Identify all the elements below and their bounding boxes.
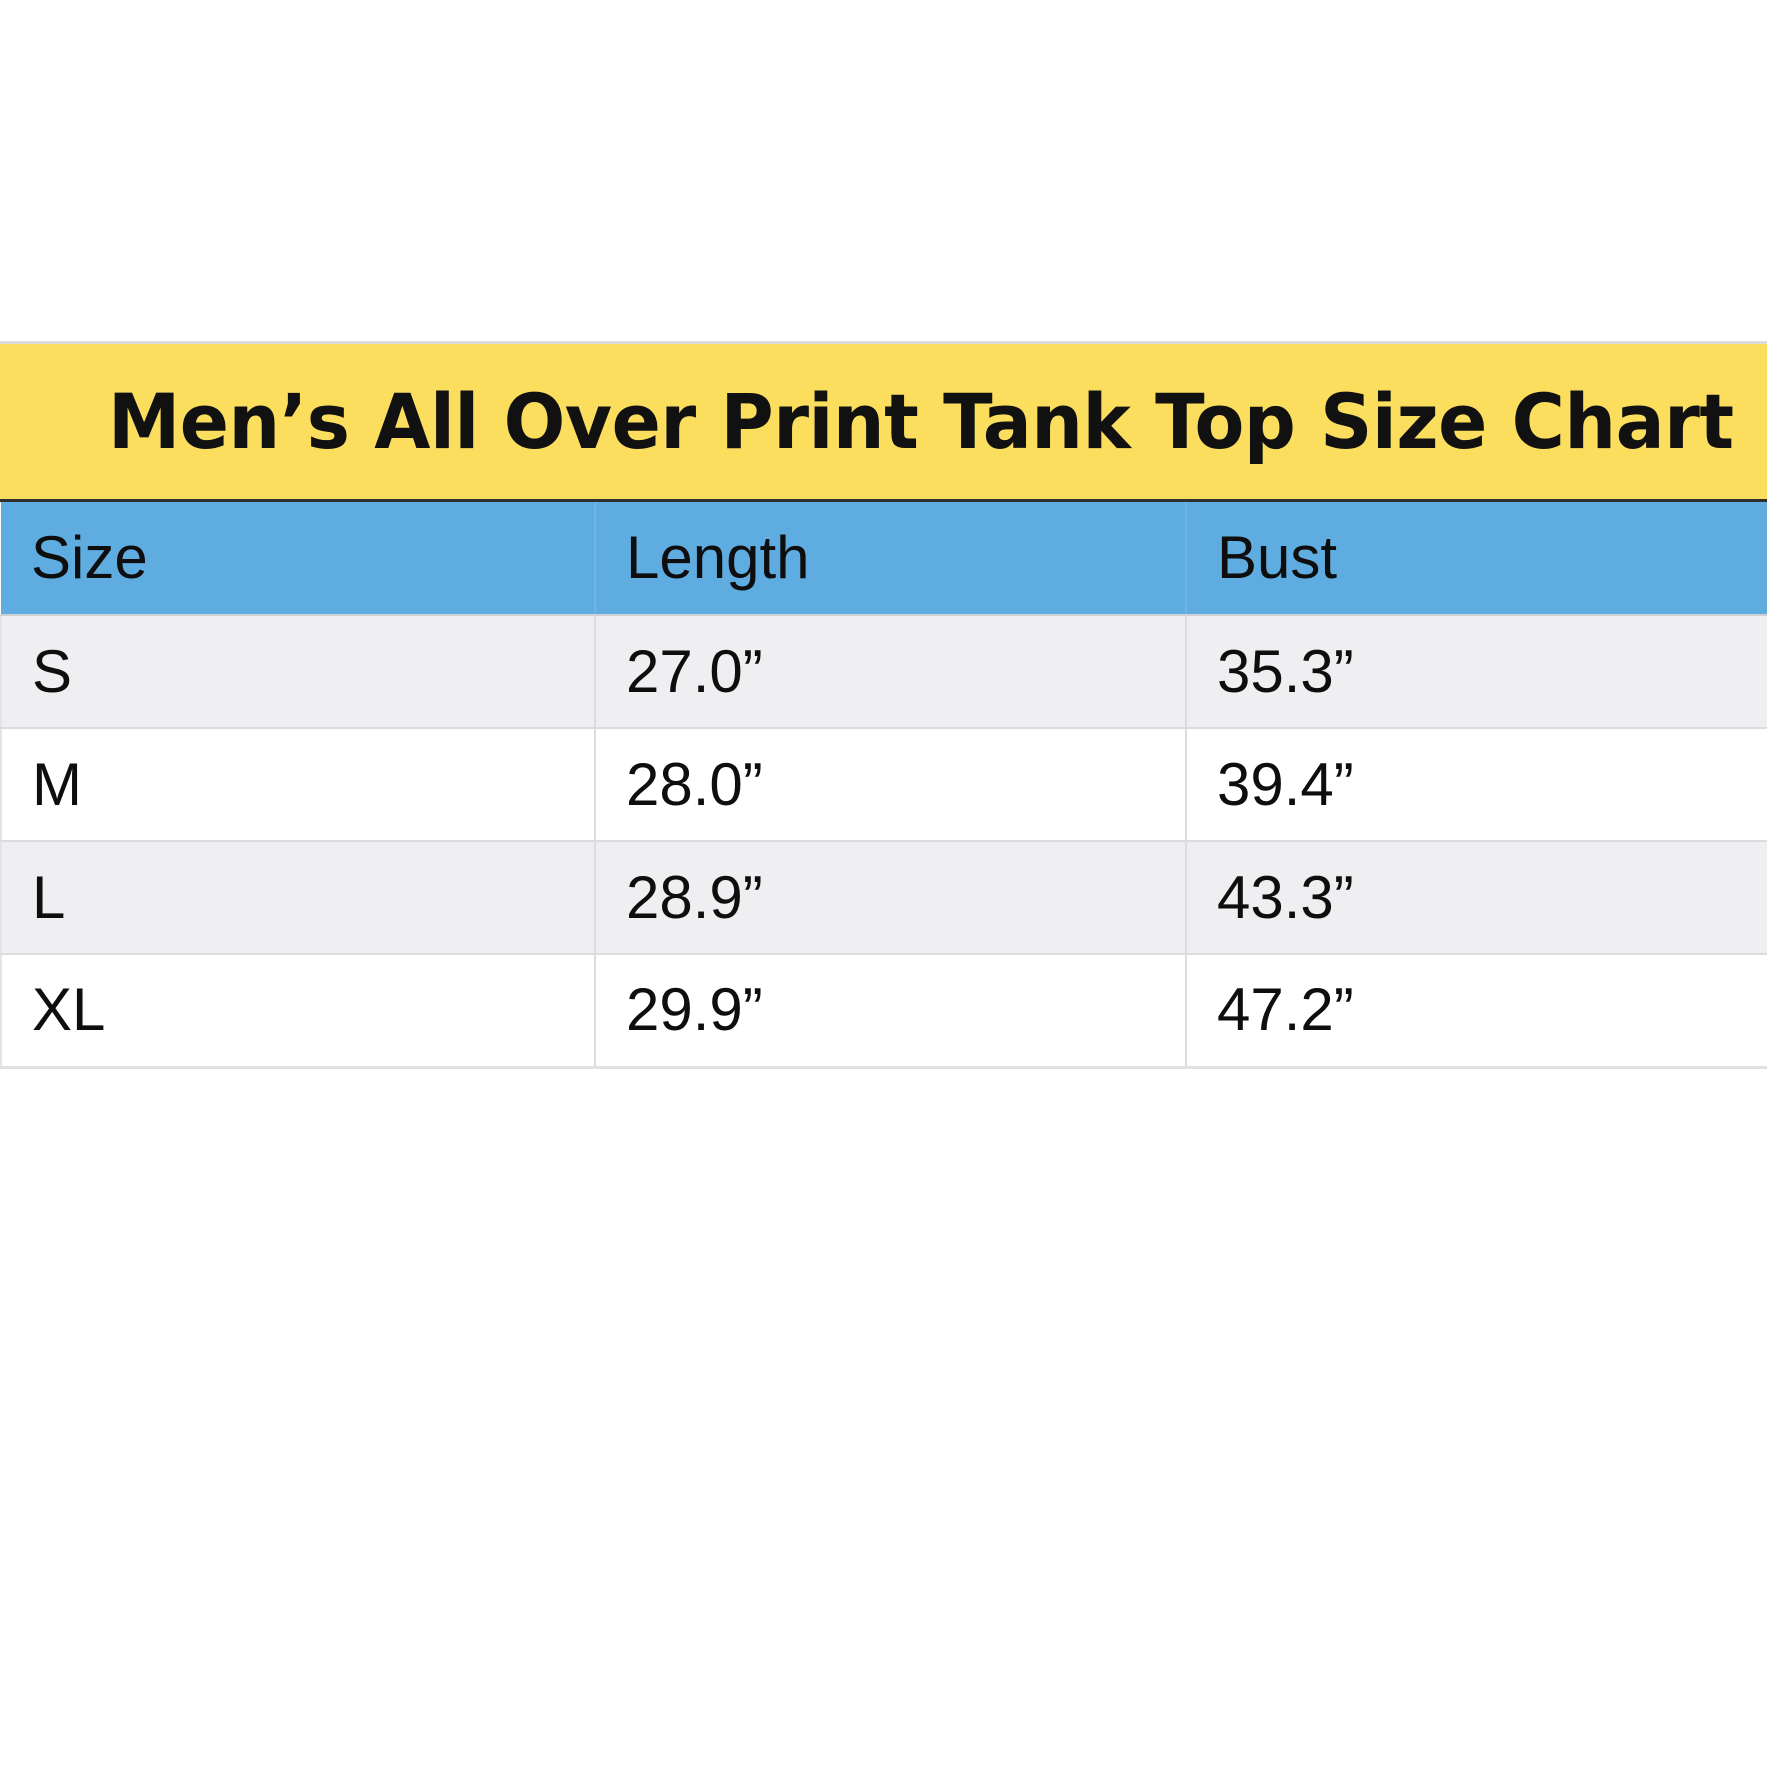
table-header: Size Length Bust	[1, 502, 1767, 616]
column-header-bust: Bust	[1186, 502, 1767, 616]
size-chart-title-band: Men’s All Over Print Tank Top Size Chart	[0, 341, 1767, 502]
cell-bust: 35.3”	[1186, 615, 1767, 729]
cell-size: S	[0, 615, 596, 729]
column-header-length: Length	[595, 502, 1187, 616]
cell-bust: 47.2”	[1186, 954, 1767, 1069]
page-title: Men’s All Over Print Tank Top Size Chart	[108, 376, 1734, 466]
cell-size: L	[0, 841, 596, 955]
table-row: M 28.0” 39.4”	[0, 728, 1767, 842]
cell-length: 29.9”	[595, 954, 1187, 1069]
cell-length: 28.9”	[595, 841, 1187, 955]
cell-size: XL	[0, 954, 596, 1069]
cell-length: 27.0”	[595, 615, 1187, 729]
cell-size: M	[0, 728, 596, 842]
table-row: L 28.9” 43.3”	[0, 841, 1767, 955]
size-chart-table: Size Length Bust S 27.0” 35.3” M 28.0” 3…	[0, 502, 1767, 1069]
table-header-row: Size Length Bust	[1, 502, 1767, 616]
column-header-size: Size	[1, 502, 596, 616]
table-body: S 27.0” 35.3” M 28.0” 39.4” L 28.9” 43.3…	[0, 615, 1767, 1069]
table-row: S 27.0” 35.3”	[0, 615, 1767, 729]
table-row: XL 29.9” 47.2”	[0, 954, 1767, 1069]
cell-length: 28.0”	[595, 728, 1187, 842]
cell-bust: 39.4”	[1186, 728, 1767, 842]
size-chart: Men’s All Over Print Tank Top Size Chart…	[0, 341, 1767, 1069]
cell-bust: 43.3”	[1186, 841, 1767, 955]
